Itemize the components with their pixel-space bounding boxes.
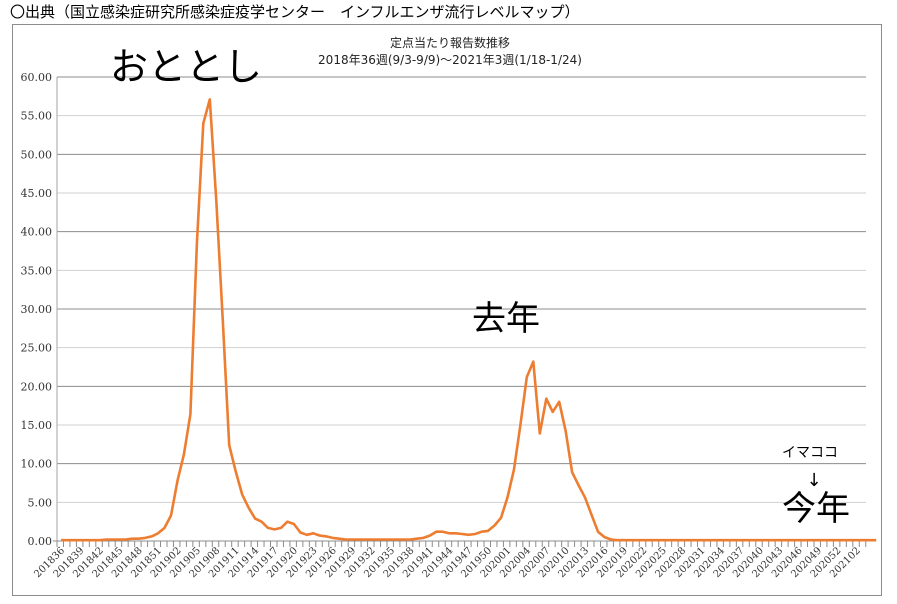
y-tick-label: 40.00 [21,226,53,239]
y-tick-label: 5.00 [28,496,53,509]
y-tick-label: 30.00 [21,303,53,316]
annotation-this-year: 今年 [782,489,850,529]
gridlines [57,76,866,503]
y-tick-label: 25.00 [21,342,53,355]
y-tick-label: 15.00 [21,419,53,432]
source-caption: 〇出典（国立感染症研究所感染症疫学センター インフルエンザ流行レベルマップ） [10,3,580,21]
y-tick-label: 20.00 [21,380,53,393]
y-tick-label: 10.00 [21,458,53,471]
y-tick-label: 0.00 [28,535,53,548]
arrow-down-icon: ↓ [806,470,821,491]
chart-frame [12,24,882,596]
annotation-now-here: イマココ [782,445,838,461]
y-tick-label: 50.00 [21,148,53,161]
y-axis-labels: 0.00 5.00 10.00 15.00 20.00 25.00 30.00 35.00 40… [21,71,53,548]
x-axis [53,77,867,547]
series-line [61,98,877,542]
y-tick-label: 35.00 [21,264,53,277]
chart-subtitle: 2018年36週(9/3-9/9)～2021年3週(1/18-1/24) [318,53,582,67]
chart-title: 定点当たり報告数推移 [390,35,510,50]
y-tick-label: 45.00 [21,187,53,200]
x-axis-labels: 2018362018392018422018452018482018512019… [32,545,863,580]
y-tick-label: 60.00 [21,71,53,84]
annotation-last-year: 去年 [472,299,540,339]
y-tick-label: 55.00 [21,110,53,123]
annotation-two-years-ago: おととし [110,45,262,89]
